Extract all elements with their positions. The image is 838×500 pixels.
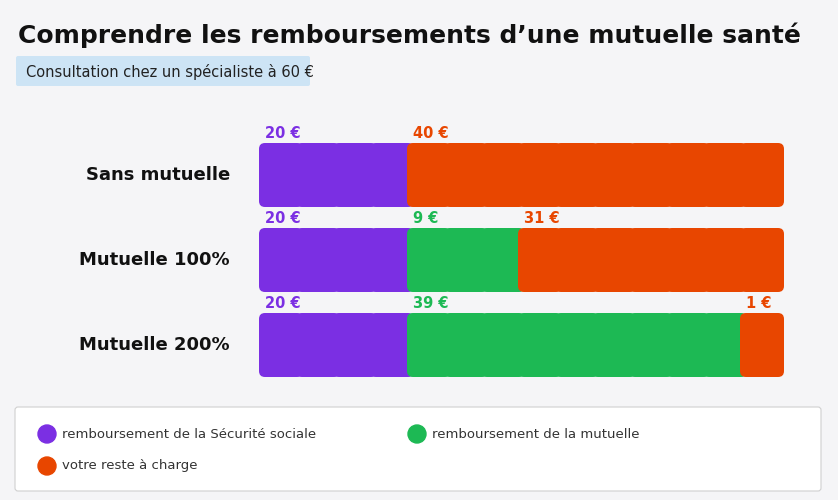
FancyBboxPatch shape — [703, 313, 747, 377]
FancyBboxPatch shape — [740, 228, 784, 292]
Text: Sans mutuelle: Sans mutuelle — [85, 166, 230, 184]
FancyBboxPatch shape — [370, 143, 414, 207]
FancyBboxPatch shape — [259, 313, 303, 377]
Circle shape — [38, 425, 56, 443]
FancyBboxPatch shape — [703, 143, 747, 207]
FancyBboxPatch shape — [555, 228, 599, 292]
FancyBboxPatch shape — [333, 313, 377, 377]
Text: remboursement de la Sécurité sociale: remboursement de la Sécurité sociale — [62, 428, 316, 440]
Text: Consultation chez un spécialiste à 60 €: Consultation chez un spécialiste à 60 € — [26, 64, 314, 80]
FancyBboxPatch shape — [333, 228, 377, 292]
FancyBboxPatch shape — [666, 313, 710, 377]
FancyBboxPatch shape — [555, 313, 599, 377]
FancyBboxPatch shape — [629, 143, 673, 207]
FancyBboxPatch shape — [370, 228, 414, 292]
FancyBboxPatch shape — [666, 228, 710, 292]
Text: remboursement de la mutuelle: remboursement de la mutuelle — [432, 428, 639, 440]
Text: 20 €: 20 € — [265, 211, 301, 226]
FancyBboxPatch shape — [444, 143, 488, 207]
FancyBboxPatch shape — [370, 313, 414, 377]
FancyBboxPatch shape — [296, 143, 340, 207]
Text: 20 €: 20 € — [265, 126, 301, 141]
FancyBboxPatch shape — [16, 56, 310, 86]
Text: Mutuelle 200%: Mutuelle 200% — [80, 336, 230, 354]
FancyBboxPatch shape — [15, 407, 821, 491]
FancyBboxPatch shape — [740, 143, 784, 207]
FancyBboxPatch shape — [666, 143, 710, 207]
FancyBboxPatch shape — [518, 143, 562, 207]
Text: Comprendre les remboursements d’une mutuelle santé: Comprendre les remboursements d’une mutu… — [18, 22, 801, 48]
FancyBboxPatch shape — [333, 143, 377, 207]
Text: 31 €: 31 € — [524, 211, 560, 226]
Circle shape — [408, 425, 426, 443]
FancyBboxPatch shape — [740, 313, 784, 377]
FancyBboxPatch shape — [259, 143, 303, 207]
FancyBboxPatch shape — [703, 228, 747, 292]
FancyBboxPatch shape — [518, 228, 562, 292]
FancyBboxPatch shape — [592, 313, 636, 377]
Text: 1 €: 1 € — [746, 296, 772, 311]
FancyBboxPatch shape — [481, 143, 525, 207]
FancyBboxPatch shape — [407, 228, 451, 292]
FancyBboxPatch shape — [296, 228, 340, 292]
FancyBboxPatch shape — [481, 313, 525, 377]
FancyBboxPatch shape — [629, 313, 673, 377]
FancyBboxPatch shape — [518, 313, 562, 377]
Text: votre reste à charge: votre reste à charge — [62, 460, 198, 472]
Text: 40 €: 40 € — [413, 126, 448, 141]
FancyBboxPatch shape — [407, 143, 451, 207]
FancyBboxPatch shape — [555, 143, 599, 207]
FancyBboxPatch shape — [444, 313, 488, 377]
FancyBboxPatch shape — [407, 313, 451, 377]
FancyBboxPatch shape — [592, 143, 636, 207]
FancyBboxPatch shape — [296, 313, 340, 377]
Text: Mutuelle 100%: Mutuelle 100% — [80, 251, 230, 269]
FancyBboxPatch shape — [259, 228, 303, 292]
FancyBboxPatch shape — [444, 228, 488, 292]
FancyBboxPatch shape — [592, 228, 636, 292]
FancyBboxPatch shape — [629, 228, 673, 292]
Text: 9 €: 9 € — [413, 211, 438, 226]
FancyBboxPatch shape — [481, 228, 525, 292]
Text: 39 €: 39 € — [413, 296, 448, 311]
Text: 20 €: 20 € — [265, 296, 301, 311]
Circle shape — [38, 457, 56, 475]
